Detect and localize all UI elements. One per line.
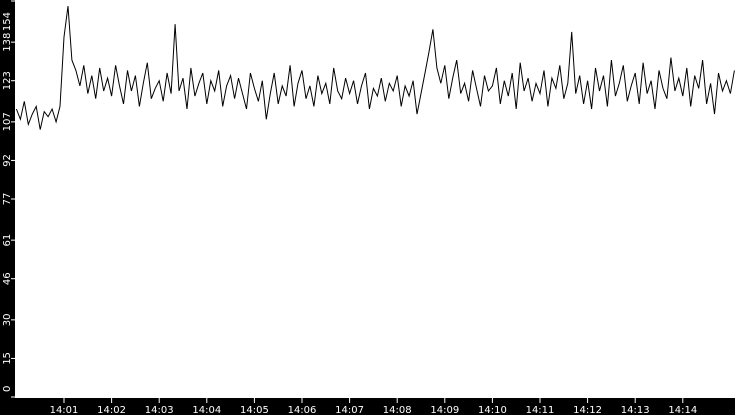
x-tick-label: 14:09 (430, 405, 459, 415)
y-tick-label: 0 (2, 386, 13, 392)
y-axis: 0 15 30 46 61 77 92 107 123 138 154 (2, 0, 15, 398)
x-tick-label: 14:05 (240, 405, 269, 415)
x-axis: 14:01 14:02 14:03 14:04 14:05 14:06 14:07 14:08… (50, 398, 697, 415)
x-tick-label: 14:11 (526, 405, 555, 415)
x-tick-label: 14:02 (97, 405, 126, 415)
y-tick-label: 123 (2, 71, 13, 90)
y-tick-label: 77 (2, 193, 13, 206)
y-tick-label: 30 (2, 313, 13, 326)
plot-area (15, 0, 735, 398)
x-tick-label: 14:01 (50, 405, 79, 415)
x-tick-label: 14:14 (668, 405, 697, 415)
y-tick-label: 46 (2, 272, 13, 285)
x-tick-label: 14:07 (335, 405, 364, 415)
x-tick-label: 14:03 (145, 405, 174, 415)
series-line (15, 6, 735, 130)
y-tick-label: 61 (2, 234, 13, 247)
y-tick-label: 138 (2, 33, 13, 52)
x-tick-label: 14:06 (288, 405, 317, 415)
x-tick-label: 14:13 (621, 405, 650, 415)
y-tick-label: 15 (2, 352, 13, 365)
x-tick-label: 14:10 (478, 405, 507, 415)
y-tick-label: 92 (2, 154, 13, 167)
x-tick-label: 14:04 (192, 405, 221, 415)
y-tick-label: 107 (2, 112, 13, 131)
x-tick-label: 14:08 (383, 405, 412, 415)
y-tick-label: 154 (2, 12, 13, 31)
x-tick-label: 14:12 (573, 405, 602, 415)
